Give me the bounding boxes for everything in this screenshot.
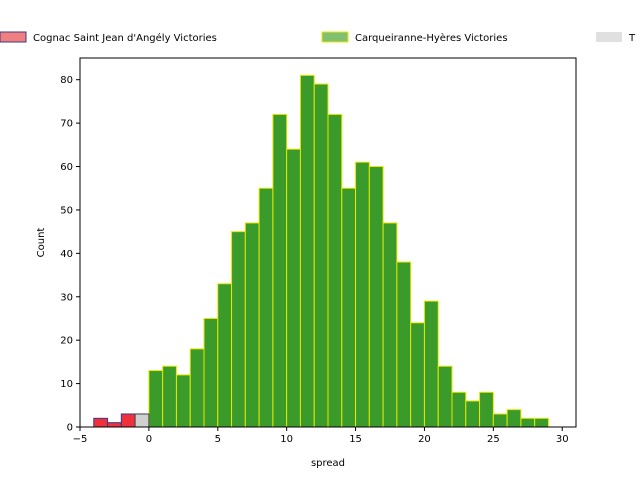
legend-swatch-1: [321, 31, 349, 43]
bar-series-0-bin-0: [93, 417, 109, 428]
bar-series-1-bin-6: [231, 231, 246, 428]
y-tick-label-8: 80: [60, 75, 73, 86]
bar-series-1-bin-7: [244, 222, 260, 428]
bar-series-1-bin-14: [341, 187, 357, 428]
y-tick-label-6: 60: [60, 162, 73, 173]
bar-series-1-bin-15: [355, 161, 370, 428]
bar-series-1-bin-17: [382, 222, 398, 428]
x-tick-label-0: −5: [73, 434, 88, 445]
bar-series-2-bin-0: [134, 413, 150, 428]
x-tick-label-6: 25: [487, 434, 500, 445]
y-tick-label-3: 30: [60, 292, 73, 303]
bar-series-0-bin-2: [120, 413, 136, 428]
legend-label-2: T: [628, 33, 636, 44]
plot-frame: [79, 57, 577, 428]
bar-series-1-bin-25: [492, 413, 508, 428]
bar-series-1-bin-3: [189, 348, 205, 428]
legend: Cognac Saint Jean d'Angély Victories Carq…: [0, 31, 636, 44]
y-axis: 0 10 20 30 40 50 60 70 80: [60, 75, 80, 434]
x-axis-label: spread: [311, 458, 345, 469]
bars: [93, 74, 549, 428]
x-tick-label-2: 5: [215, 434, 221, 445]
y-tick-label-5: 50: [60, 205, 73, 216]
y-tick-label-0: 0: [67, 423, 73, 434]
bar-series-1-bin-10: [286, 148, 301, 428]
bar-series-1-bin-4: [203, 317, 219, 428]
bar-series-1-bin-9: [272, 113, 288, 428]
y-tick-label-2: 20: [60, 336, 73, 347]
bar-series-1-bin-8: [258, 187, 274, 428]
x-tick-label-3: 10: [280, 434, 293, 445]
bar-series-0-bin-1: [107, 422, 122, 428]
legend-label-0: Cognac Saint Jean d'Angély Victories: [33, 32, 217, 44]
y-tick-label-4: 40: [60, 249, 73, 260]
legend-swatch-2: [596, 32, 622, 42]
bar-series-1-bin-28: [534, 417, 549, 428]
x-tick-label-4: 15: [349, 434, 362, 445]
bar-series-1-bin-27: [520, 417, 536, 428]
y-tick-label-7: 70: [60, 119, 73, 130]
bar-series-1-bin-18: [396, 261, 412, 428]
x-tick-label-5: 20: [418, 434, 431, 445]
y-tick-label-1: 10: [60, 379, 73, 390]
bar-series-1-bin-21: [437, 365, 453, 428]
bar-series-1-bin-13: [327, 113, 343, 428]
bar-series-1-bin-12: [313, 83, 329, 428]
bar-series-1-bin-24: [479, 391, 494, 428]
x-axis: −5 0 5 10 15 20 25 30: [73, 427, 569, 445]
bar-series-1-bin-23: [465, 400, 481, 428]
bar-series-1-bin-19: [410, 322, 425, 428]
bar-series-1-bin-2: [175, 374, 191, 428]
legend-swatch-0: [0, 31, 27, 43]
bar-series-1-bin-0: [148, 370, 164, 428]
x-tick-label-1: 0: [146, 434, 152, 445]
bar-series-1-bin-22: [451, 391, 467, 428]
y-axis-label: Count: [36, 228, 47, 258]
bar-series-1-bin-26: [506, 409, 522, 428]
bar-series-1-bin-16: [368, 166, 384, 428]
bar-series-1-bin-1: [162, 365, 177, 428]
bar-series-1-bin-20: [423, 300, 439, 428]
bar-series-1-bin-5: [217, 283, 233, 428]
bar-series-1-bin-11: [299, 74, 315, 428]
x-tick-label-7: 30: [556, 434, 569, 445]
legend-label-1: Carqueiranne-Hyères Victories: [355, 32, 508, 44]
